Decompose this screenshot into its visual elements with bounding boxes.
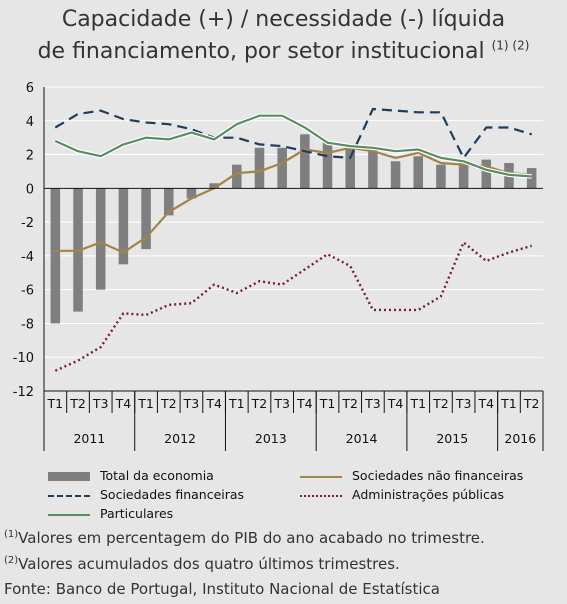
bar: [526, 168, 537, 189]
year-label: 2014: [346, 431, 378, 446]
chart-title-line2-text: de financiamento, por setor instituciona…: [37, 39, 485, 64]
legend-item-sociedades-nao-financeiras: Sociedades não financeiras: [300, 468, 560, 484]
legend-swatch-administracoes-publicas: [300, 495, 342, 497]
chart-title: Capacidade (+) / necessidade (-) líquida…: [0, 4, 567, 68]
bar: [232, 164, 242, 189]
legend-item-total: Total da economia: [48, 468, 288, 484]
x-tick-label: T3: [273, 396, 290, 411]
x-tick-label: T2: [251, 396, 268, 411]
x-tick-label: T4: [477, 396, 494, 411]
y-tick-label: -10: [13, 351, 34, 366]
legend-item-particulares: Particulares: [48, 506, 288, 522]
legend-label-total: Total da economia: [100, 468, 214, 483]
legend-swatch-sociedades-financeiras: [48, 495, 90, 497]
bar: [413, 156, 424, 189]
footnote-2-ref: (2): [4, 555, 19, 566]
bar: [209, 183, 219, 189]
legend-swatch-total: [48, 472, 90, 481]
x-tick-label: T3: [183, 396, 200, 411]
bar: [368, 149, 378, 189]
legend-label-particulares: Particulares: [100, 506, 174, 521]
y-tick-label: 0: [26, 182, 34, 197]
bar: [345, 147, 355, 189]
bar: [481, 159, 492, 189]
y-tick-label: -4: [21, 250, 34, 265]
series-lines: [54, 107, 533, 372]
x-tick-label: T2: [523, 396, 540, 411]
year-label: 2012: [164, 431, 196, 446]
bar: [95, 188, 106, 290]
bar: [390, 161, 401, 189]
x-tick-label: T3: [92, 396, 109, 411]
footnote-2-text: Valores acumulados dos quatro últimos tr…: [18, 555, 400, 573]
x-tick-label: T1: [319, 396, 336, 411]
x-tick-label: T3: [364, 396, 381, 411]
year-label: 2013: [255, 431, 287, 446]
bar: [163, 188, 174, 216]
footnote-1-ref: (1): [4, 529, 19, 540]
y-tick-label: 4: [26, 115, 34, 130]
legend-label-administracoes-publicas: Administrações públicas: [352, 487, 505, 502]
y-tick-label: -6: [21, 284, 34, 299]
chart-title-line1: Capacidade (+) / necessidade (-) líquida: [61, 7, 506, 32]
year-label: 2011: [73, 431, 105, 446]
legend-swatch-sociedades-nao-financeiras: [300, 476, 342, 478]
year-label: 2015: [436, 431, 468, 446]
chart-title-refs: (1) (2): [491, 38, 530, 53]
bar: [186, 188, 197, 199]
series-line: [54, 114, 532, 178]
year-label: 2016: [504, 431, 536, 446]
footnote-2: (2)Valores acumulados dos quatro últimos…: [4, 555, 400, 573]
legend-item-sociedades-financeiras: Sociedades financeiras: [48, 487, 288, 503]
y-tick-label: 2: [26, 149, 34, 164]
legend-item-administracoes-publicas: Administrações públicas: [300, 487, 560, 503]
x-tick-label: T2: [69, 396, 86, 411]
footnote-1: (1)Valores em percentagem do PIB do ano …: [4, 529, 485, 547]
x-tick-label: T2: [432, 396, 449, 411]
bar: [322, 141, 333, 189]
legend-label-sociedades-financeiras: Sociedades financeiras: [100, 487, 245, 502]
y-tick-label: -12: [13, 385, 34, 400]
bar: [50, 188, 61, 324]
x-tick-label: T1: [228, 396, 245, 411]
bar: [277, 147, 287, 189]
axes: 6 4 2 0 -2 -4 -6 -8 -10 -12 T1 T2 T3 T4 T1 T2 T3 T4 T1 T2 T3…: [13, 81, 544, 451]
chart-title-line2: de financiamento, por setor instituciona…: [0, 36, 567, 68]
series-line: [54, 107, 533, 159]
x-tick-label: T3: [455, 396, 472, 411]
series-line: [55, 146, 532, 254]
x-tick-label: T2: [341, 396, 358, 411]
y-tick-label: -8: [21, 317, 34, 332]
bar: [458, 163, 469, 189]
x-tick-label: T4: [296, 396, 313, 411]
x-tick-label: T1: [47, 396, 64, 411]
x-tick-label: T4: [387, 396, 404, 411]
bar: [141, 188, 151, 250]
bar: [436, 164, 446, 189]
bar: [118, 188, 129, 265]
y-tick-label: -2: [21, 216, 34, 231]
y-tick-label: 6: [26, 81, 34, 96]
bar: [254, 147, 265, 189]
x-tick-label: T1: [409, 396, 426, 411]
footnote-1-text: Valores em percentagem do PIB do ano aca…: [18, 529, 485, 547]
source-note: Fonte: Banco de Portugal, Instituto Naci…: [4, 580, 440, 598]
legend-swatch-particulares: [48, 514, 90, 516]
x-tick-label: T4: [205, 396, 222, 411]
x-tick-label: T2: [160, 396, 177, 411]
legend-label-sociedades-nao-financeiras: Sociedades não financeiras: [352, 468, 524, 483]
bar: [300, 134, 310, 189]
x-tick-label: T4: [115, 396, 132, 411]
x-tick-label: T1: [500, 396, 517, 411]
x-tick-label: T1: [137, 396, 154, 411]
